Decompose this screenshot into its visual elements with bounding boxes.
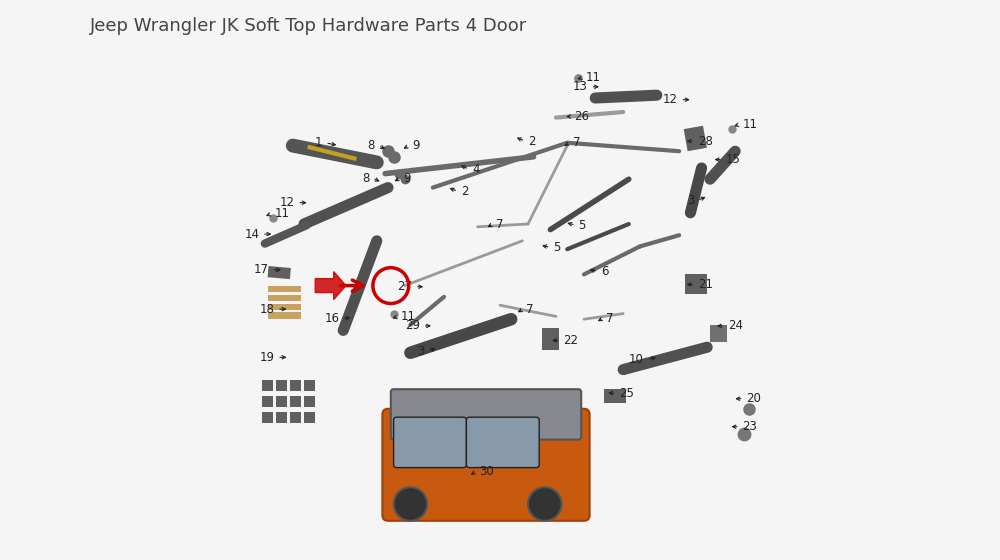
Bar [276, 396, 287, 407]
Text: 23: 23 [742, 420, 757, 433]
Bar [304, 412, 315, 423]
Text: 24: 24 [728, 319, 743, 333]
Text: 4: 4 [472, 162, 480, 176]
Bar [290, 412, 301, 423]
Text: 15: 15 [726, 153, 741, 166]
FancyBboxPatch shape [242, 39, 758, 521]
Text: 3: 3 [687, 194, 694, 207]
Bar [268, 295, 301, 301]
Polygon shape [315, 272, 346, 300]
Text: 11: 11 [274, 207, 289, 221]
Bar [685, 274, 707, 294]
Text: 8: 8 [362, 171, 370, 185]
Circle shape [394, 487, 427, 521]
Text: Jeep Wrangler JK Soft Top Hardware Parts 4 Door: Jeep Wrangler JK Soft Top Hardware Parts… [90, 17, 527, 35]
Text: 9: 9 [412, 139, 420, 152]
Bar [290, 396, 301, 407]
Text: 26: 26 [574, 110, 589, 123]
Bar [268, 312, 301, 319]
FancyBboxPatch shape [466, 417, 539, 468]
Circle shape [528, 487, 562, 521]
Text: 10: 10 [629, 353, 644, 366]
FancyBboxPatch shape [391, 389, 581, 440]
Bar [276, 412, 287, 423]
Text: 2: 2 [528, 134, 536, 148]
Text: 12: 12 [663, 93, 678, 106]
Bar [268, 304, 301, 310]
Bar [604, 389, 626, 403]
Bar [304, 380, 315, 391]
FancyBboxPatch shape [394, 417, 466, 468]
Text: 11: 11 [586, 71, 601, 84]
Bar [542, 328, 559, 350]
Text: 11: 11 [742, 118, 757, 131]
Text: 9: 9 [403, 171, 411, 185]
Text: 25: 25 [619, 386, 634, 400]
Text: 28: 28 [698, 134, 713, 148]
Text: 7: 7 [526, 302, 534, 316]
Text: 7: 7 [496, 217, 504, 231]
Text: 11: 11 [401, 310, 416, 323]
Text: 8: 8 [368, 139, 375, 152]
Text: 13: 13 [573, 80, 588, 94]
Text: 16: 16 [324, 311, 339, 325]
Text: 17: 17 [254, 263, 269, 277]
Text: 12: 12 [279, 196, 294, 209]
Bar [290, 380, 301, 391]
Text: 3: 3 [417, 345, 424, 358]
Text: 7: 7 [573, 136, 580, 150]
Text: 18: 18 [259, 302, 274, 316]
Bar [262, 412, 273, 423]
Bar [262, 380, 273, 391]
Text: 29: 29 [405, 319, 420, 333]
Bar [268, 286, 301, 292]
FancyBboxPatch shape [382, 409, 590, 521]
Text: 2: 2 [461, 185, 468, 198]
Text: 14: 14 [244, 227, 259, 241]
Text: 7: 7 [606, 311, 614, 325]
Text: 6: 6 [601, 265, 608, 278]
Text: 20: 20 [746, 392, 761, 405]
Bar [710, 325, 727, 342]
Text: 27: 27 [397, 280, 412, 293]
Text: 5: 5 [553, 241, 561, 254]
Text: 22: 22 [563, 334, 578, 347]
Bar [276, 380, 287, 391]
Bar [304, 396, 315, 407]
Bar [268, 266, 291, 279]
Text: 30: 30 [479, 465, 494, 478]
Text: 19: 19 [259, 351, 274, 364]
Text: 5: 5 [578, 218, 586, 232]
Text: 1: 1 [315, 136, 322, 150]
Text: 21: 21 [698, 278, 713, 291]
Bar [262, 396, 273, 407]
Bar [684, 126, 707, 151]
